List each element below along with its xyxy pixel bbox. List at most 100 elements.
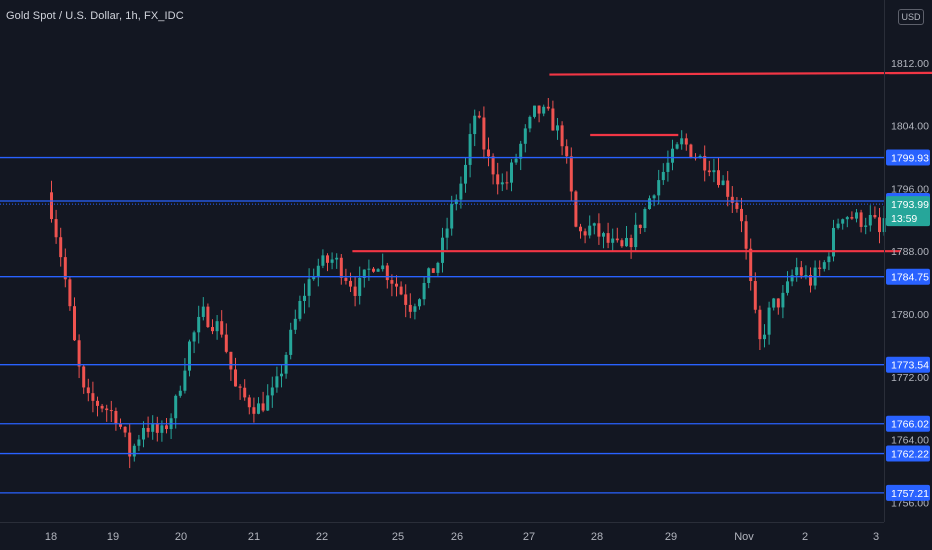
candle-body	[192, 332, 196, 342]
candle-body	[638, 224, 642, 229]
candle-body	[781, 292, 785, 308]
time-tick-label: 2	[802, 531, 808, 543]
candle-body	[367, 268, 371, 270]
candle-body	[850, 217, 854, 219]
candle-body	[257, 403, 260, 414]
candle-body	[753, 281, 757, 310]
candle-body	[109, 410, 113, 412]
candle-body	[220, 321, 224, 335]
candle-body	[229, 351, 233, 370]
price-tick-label: 1796.00	[891, 183, 929, 195]
candle-body	[224, 334, 228, 352]
candle-body	[560, 125, 564, 147]
candle-body	[243, 387, 247, 398]
candle-body	[551, 108, 555, 131]
candle-body	[795, 267, 799, 276]
candle-body	[836, 223, 840, 228]
candle-body	[643, 209, 647, 229]
candle-body	[358, 277, 362, 296]
candle-body	[395, 283, 398, 287]
price-tag-label: 1784.75	[891, 272, 929, 284]
candle-body	[119, 423, 122, 427]
candle-body	[671, 148, 674, 163]
candle-body	[740, 208, 743, 222]
candle-body	[799, 267, 803, 276]
candle-body	[165, 425, 168, 430]
price-tag-label: 1757.21	[891, 488, 929, 500]
candle-body	[464, 164, 467, 184]
candle-body	[776, 298, 780, 308]
candle-body	[123, 426, 127, 433]
candle-body	[450, 204, 454, 229]
candle-body	[569, 156, 573, 192]
candle-body	[684, 138, 688, 145]
time-axis[interactable]: 18 19 20 21 22 25 26 27 28 29 Nov 2 3	[45, 531, 879, 543]
candle-body	[413, 306, 417, 312]
candle-body	[620, 240, 624, 247]
candle-body	[675, 144, 679, 149]
candle-body	[758, 309, 762, 340]
candle-body	[689, 144, 693, 158]
candle-body	[289, 329, 293, 355]
candle-body	[717, 170, 720, 186]
candle-body	[666, 162, 670, 172]
price-tick-label: 1788.00	[891, 246, 929, 258]
candle-body	[151, 423, 155, 432]
price-tag-label: 1773.54	[891, 360, 929, 372]
candle-body	[878, 217, 881, 233]
candle-body	[339, 257, 343, 278]
candle-body	[487, 149, 490, 157]
candle-body	[376, 269, 380, 272]
candle-body	[721, 180, 725, 186]
candle-body	[73, 306, 76, 341]
candle-body	[238, 386, 242, 388]
candle-body	[652, 195, 656, 199]
candle-body	[873, 215, 877, 218]
candle-body	[468, 134, 472, 165]
candle-body	[707, 170, 711, 173]
candle-body	[790, 275, 794, 282]
candle-body	[436, 262, 440, 273]
candle-body	[427, 268, 431, 283]
candle-body	[390, 280, 394, 284]
candle-body	[597, 223, 601, 237]
candle-body	[155, 423, 159, 433]
candle-body	[362, 269, 366, 278]
time-tick-label: Nov	[734, 531, 754, 543]
candle-body	[86, 387, 90, 394]
candle-body	[234, 369, 237, 387]
drawn-trend-line	[549, 71, 932, 76]
candle-body	[827, 256, 831, 263]
candle-body	[845, 217, 849, 220]
candle-body	[445, 228, 449, 238]
candle-body	[261, 403, 265, 411]
candle-body	[91, 393, 95, 401]
candle-body	[280, 373, 283, 377]
price-axis[interactable]: 1812.00 1804.00 1796.00 1788.00 1780.00 1772.…	[891, 58, 929, 510]
price-tag	[886, 268, 930, 285]
price-tags-layer: 1799.931794.391784.751773.541766.021762.…	[886, 149, 930, 501]
candle-body	[864, 225, 868, 227]
candle-body	[431, 268, 435, 273]
candle-body	[602, 233, 605, 237]
time-tick-label: 29	[665, 531, 677, 543]
time-tick-label: 25	[392, 531, 404, 543]
candle-body	[312, 276, 316, 280]
candle-body	[201, 306, 205, 317]
candle-body	[588, 225, 592, 236]
candle-body	[763, 334, 766, 340]
candle-body	[59, 237, 63, 258]
time-tick-label: 19	[107, 531, 119, 543]
candle-body	[473, 115, 477, 135]
candle-body	[408, 304, 412, 312]
candle-body	[505, 182, 509, 184]
currency-badge[interactable]: USD	[898, 9, 924, 25]
candle-body	[592, 223, 596, 226]
candle-body	[211, 327, 214, 332]
time-tick-label: 21	[248, 531, 260, 543]
candle-body	[528, 116, 532, 129]
candle-body	[533, 105, 536, 117]
candle-body	[54, 219, 58, 238]
candle-body	[832, 227, 835, 257]
